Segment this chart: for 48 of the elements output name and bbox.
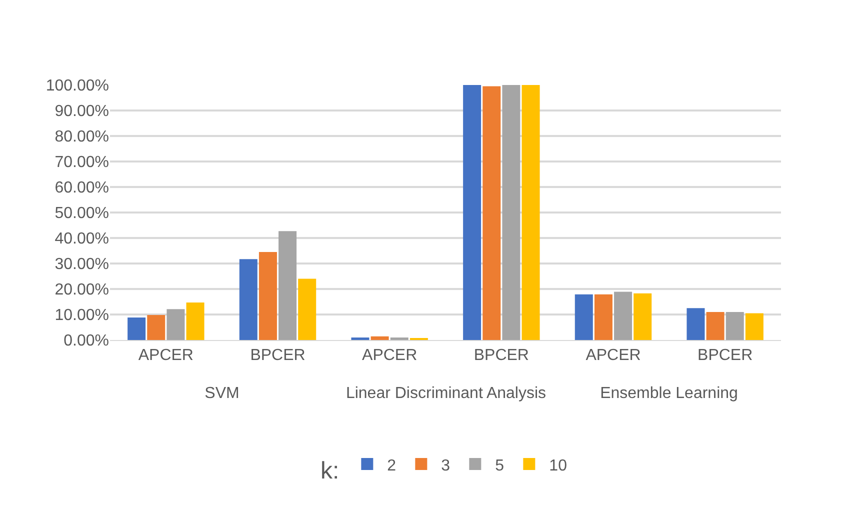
y-tick-label: 80.00% (54, 128, 109, 146)
y-tick-label: 20.00% (54, 282, 109, 299)
text: Ensemble Learning (600, 385, 738, 402)
bar (522, 85, 540, 340)
legend-title: k: (320, 457, 340, 484)
y-tick-label: 50.00% (54, 205, 109, 222)
y-tick-label: 40.00% (54, 230, 109, 248)
bar (147, 315, 166, 340)
text: Linear Discriminant Analysis (346, 385, 546, 402)
bar (351, 337, 370, 340)
text: SVM (204, 385, 240, 402)
legend-label: 5 (495, 457, 504, 474)
y-tick-label: 10.00% (54, 307, 109, 324)
x-tick-label: APCER (362, 347, 418, 364)
legend-label: 2 (387, 457, 396, 474)
bar (594, 294, 612, 340)
y-tick-label: 90.00% (54, 103, 109, 120)
y-tick-label: 30.00% (54, 256, 109, 274)
bar (574, 294, 593, 340)
y-tick-label: 70.00% (54, 154, 109, 172)
bar (166, 309, 185, 340)
x-tick-label: BPCER (250, 347, 306, 364)
bar (726, 312, 744, 340)
x-tick-label: APCER (586, 347, 641, 364)
y-tick-label: 0.00% (64, 332, 109, 350)
bar (298, 278, 316, 340)
bar (239, 259, 258, 340)
bar (390, 337, 408, 340)
y-tick-label: 60.00% (54, 180, 109, 197)
y-tick-label: 100.00% (46, 78, 109, 95)
x-tick-label: BPCER (474, 347, 529, 364)
legend-label: 10 (549, 457, 568, 474)
bar (482, 86, 501, 340)
bar (745, 313, 764, 340)
bar (128, 318, 146, 340)
bar (278, 231, 297, 340)
bar (186, 302, 204, 340)
bar (463, 85, 482, 340)
bar (634, 293, 652, 340)
bar (370, 336, 389, 340)
bar (258, 252, 277, 340)
bar (686, 308, 705, 340)
bar (706, 312, 724, 340)
x-tick-label: BPCER (698, 347, 753, 364)
bar (614, 292, 632, 340)
x-tick-label: APCER (138, 347, 194, 364)
legend-label: 3 (441, 457, 450, 474)
bar (502, 85, 520, 340)
